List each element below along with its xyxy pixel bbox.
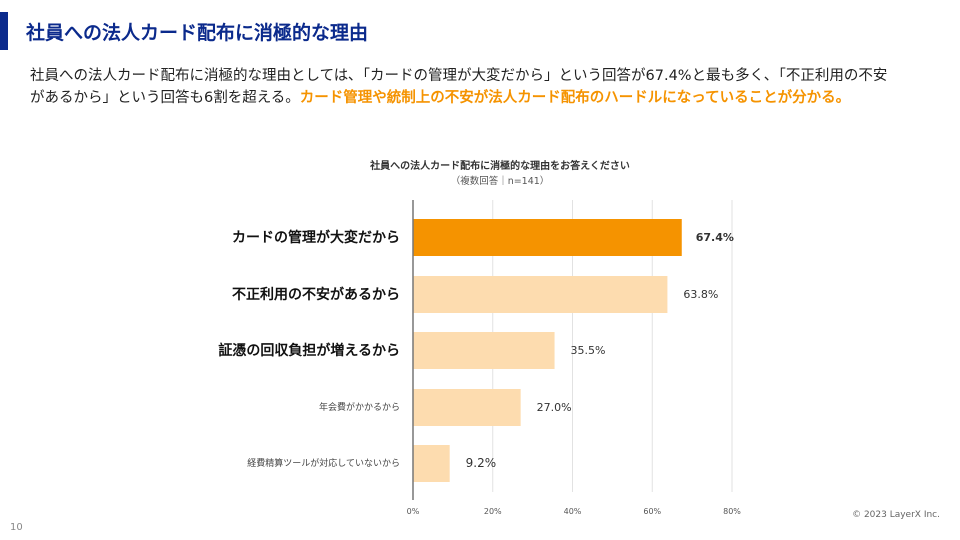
category-label: 年会費がかかるから <box>319 401 400 413</box>
bar <box>413 332 555 369</box>
title-accent-bar <box>0 12 8 50</box>
lead-highlight: カード管理や統制上の不安が法人カード配布のハードルになっていることが分かる。 <box>299 90 851 106</box>
x-tick-label: 40% <box>564 507 582 516</box>
bar <box>413 389 521 426</box>
chart-title: 社員への法人カード配布に消極的な理由をお答えください <box>370 161 630 172</box>
data-label: 27.0% <box>537 401 572 414</box>
lead-text: 社員への法人カード配布に消極的な理由としては､「カードの管理が大変だから」という… <box>30 65 900 109</box>
data-label: 63.8% <box>683 288 718 301</box>
page-number: 10 <box>10 522 23 533</box>
data-label: 67.4% <box>696 231 734 244</box>
data-label: 9.2% <box>466 456 497 470</box>
copyright: © 2023 LayerX Inc. <box>852 510 940 520</box>
x-tick-label: 60% <box>643 507 661 516</box>
category-label: 経費精算ツールが対応していないから <box>247 457 400 469</box>
page-title: 社員への法人カード配布に消極的な理由 <box>26 22 369 44</box>
bar <box>413 219 682 256</box>
chart-subtitle: （複数回答｜n=141） <box>450 176 550 187</box>
bar <box>413 445 450 482</box>
lead-body: 社員への法人カード配布に消極的な理由としては､「カードの管理が大変だから」という… <box>30 68 888 106</box>
x-tick-label: 0% <box>407 507 420 516</box>
data-label: 35.5% <box>571 344 606 357</box>
category-label: 不正利用の不安があるから <box>232 286 400 303</box>
category-label: カードの管理が大変だから <box>232 229 400 246</box>
bar <box>413 276 668 313</box>
x-tick-label: 20% <box>484 507 502 516</box>
category-label: 証憑の回収負担が増えるから <box>218 342 400 359</box>
x-tick-label: 80% <box>723 507 741 516</box>
